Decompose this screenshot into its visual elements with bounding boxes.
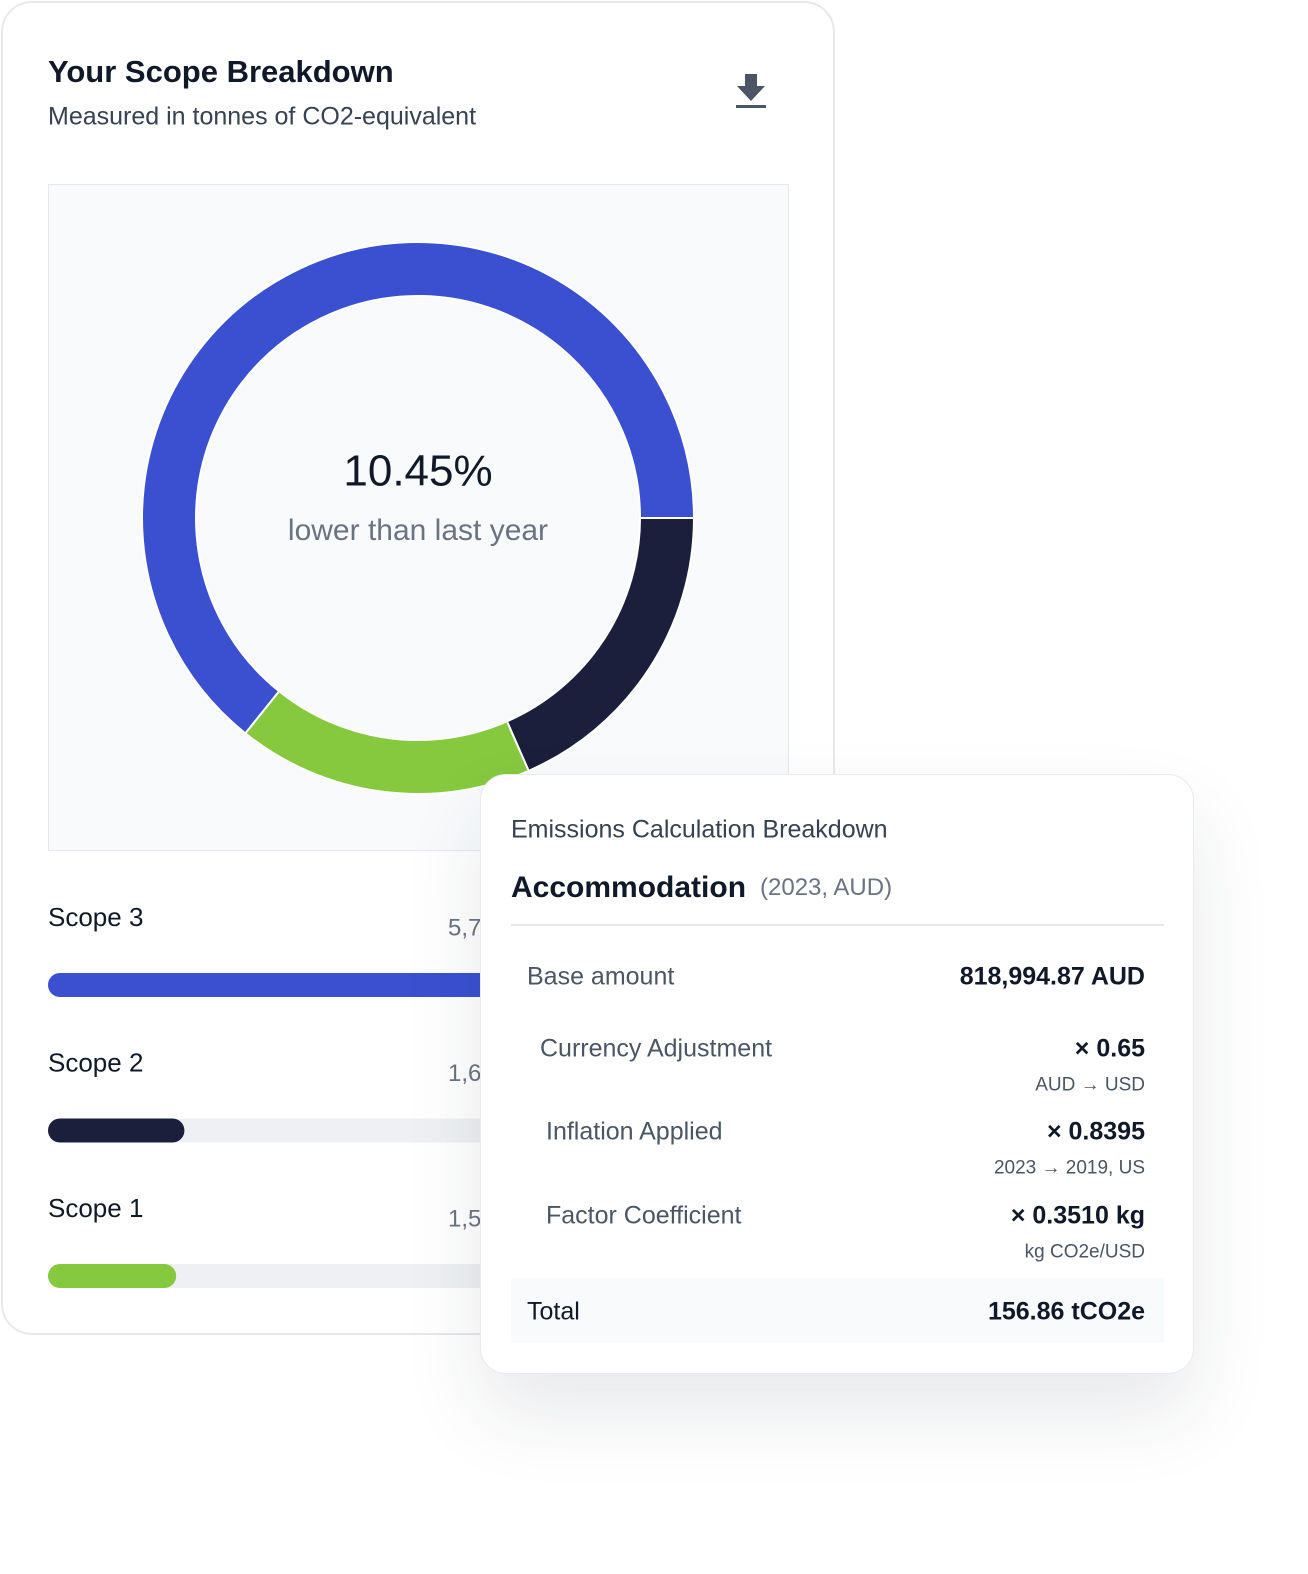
center-value: 10.45% [343,447,492,496]
breakdown-card: Emissions Calculation Breakdown Accommod… [480,774,1194,1374]
row-label: Currency Adjustment [540,1034,773,1063]
item-name: Accommodation [511,871,747,904]
row-note: 2023 → 2019, US [993,1157,1145,1179]
download-icon[interactable] [736,74,766,108]
total-row [511,1278,1164,1343]
share-bar [48,1118,185,1143]
donut-segment [243,689,530,795]
divider [511,924,1164,926]
download-arrow[interactable] [737,74,765,101]
chart-title: Your Scope Breakdown [48,54,394,89]
legend-value: 1,6 [448,1060,481,1087]
row-value: 818,994.87 AUD [959,962,1145,991]
breakdown-title: Emissions Calculation Breakdown [511,815,888,844]
row-label: Factor Coefficient [546,1201,742,1230]
chart-subtitle: Measured in tonnes of CO2-equivalent [48,103,476,131]
legend-label: Scope 2 [48,1047,143,1077]
legend-value: 5,7 [448,914,481,941]
share-bar [48,973,524,997]
row-label: Inflation Applied [546,1117,723,1146]
total-value: 156.86 tCO2e [987,1297,1145,1326]
legend-label: Scope 1 [48,1193,143,1223]
row-note: kg CO2e/USD [1024,1241,1145,1263]
legend-label: Scope 3 [48,902,143,932]
row-value: × 0.65 [1074,1034,1145,1063]
row-value: × 0.3510 kg [1010,1201,1145,1230]
donut-segment [141,241,696,735]
download-base[interactable] [736,105,766,108]
item-note: (2023, AUD) [760,874,893,901]
total-label: Total [527,1297,580,1326]
legend-value: 1,5 [448,1205,481,1232]
row-note: AUD → USD [1035,1074,1145,1096]
center-label: lower than last year [288,514,548,547]
row-label: Base amount [527,962,675,991]
share-bar [48,1264,177,1288]
row-value: × 0.8395 [1046,1117,1145,1146]
